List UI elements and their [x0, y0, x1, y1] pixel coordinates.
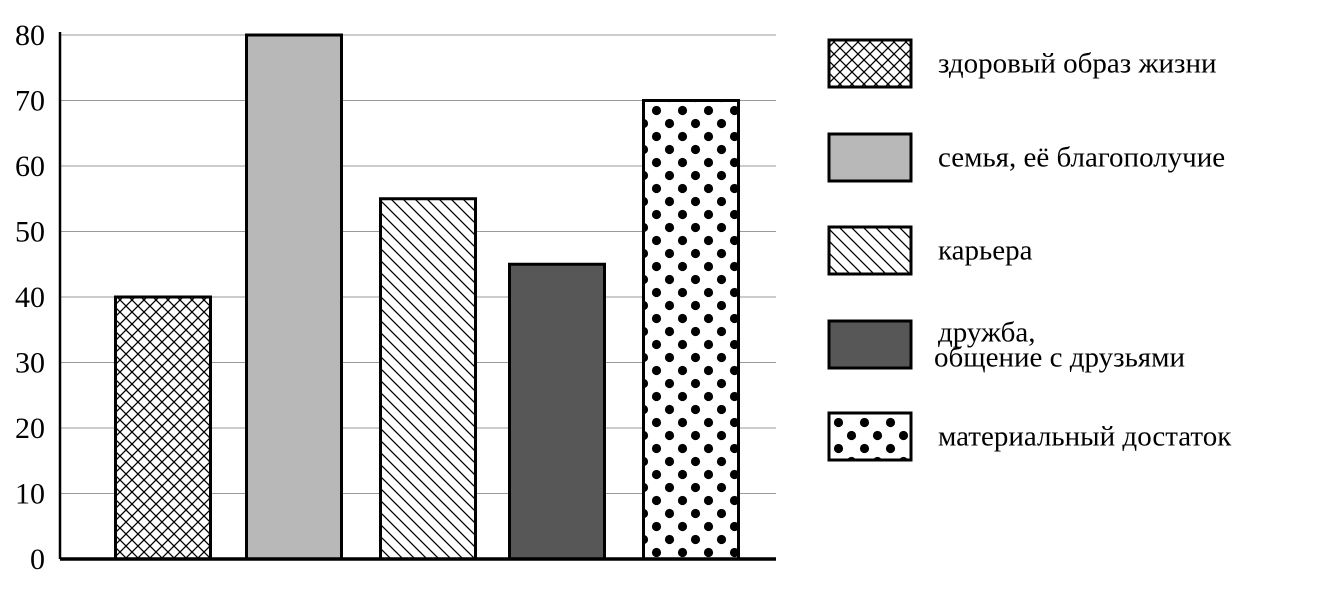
y-tick-label: 20: [15, 412, 45, 445]
bar-career: [379, 197, 477, 561]
y-tick-label: 80: [15, 19, 45, 52]
bar-health: [114, 295, 212, 561]
y-tick-label: 60: [15, 150, 45, 183]
legend-swatch-health: [827, 38, 913, 89]
y-tick-label: 70: [15, 85, 45, 118]
legend-item-family: семья, её благополучие: [827, 132, 1225, 183]
legend-item-wealth: материальный достаток: [827, 411, 1232, 462]
legend-item-health: здоровый образ жизни: [827, 38, 1217, 89]
y-axis-ticks: 0 10 20 30 40 50 60 70 80: [15, 19, 45, 576]
y-tick-label: 50: [15, 216, 45, 249]
legend-label-friendship: общение с друзьями: [934, 342, 1185, 374]
y-tick-label: 40: [15, 281, 45, 314]
bars: [114, 33, 740, 561]
axes: [58, 32, 776, 561]
legend-label-wealth: материальный достаток: [938, 421, 1232, 453]
legend: здоровый образ жизни семья, её благополуч…: [827, 38, 1232, 462]
legend-label-career: карьера: [938, 235, 1033, 267]
y-tick-label: 10: [15, 478, 45, 511]
legend-swatch-career: [827, 225, 913, 276]
legend-swatch-friendship: [827, 319, 913, 370]
legend-swatch-wealth: [827, 411, 913, 462]
bar-friendship: [508, 262, 606, 561]
legend-label-family: семья, её благополучие: [938, 142, 1225, 174]
y-tick-label: 0: [30, 543, 45, 576]
y-tick-label: 30: [15, 347, 45, 380]
bar-wealth: [642, 99, 740, 561]
legend-swatch-family: [827, 132, 913, 183]
legend-label-friendship: дружба,: [938, 317, 1036, 349]
bar-family: [245, 33, 343, 561]
legend-item-friendship: дружба,общение с друзьями: [827, 317, 1185, 374]
legend-item-career: карьера: [827, 225, 1033, 276]
legend-label-health: здоровый образ жизни: [938, 48, 1217, 80]
